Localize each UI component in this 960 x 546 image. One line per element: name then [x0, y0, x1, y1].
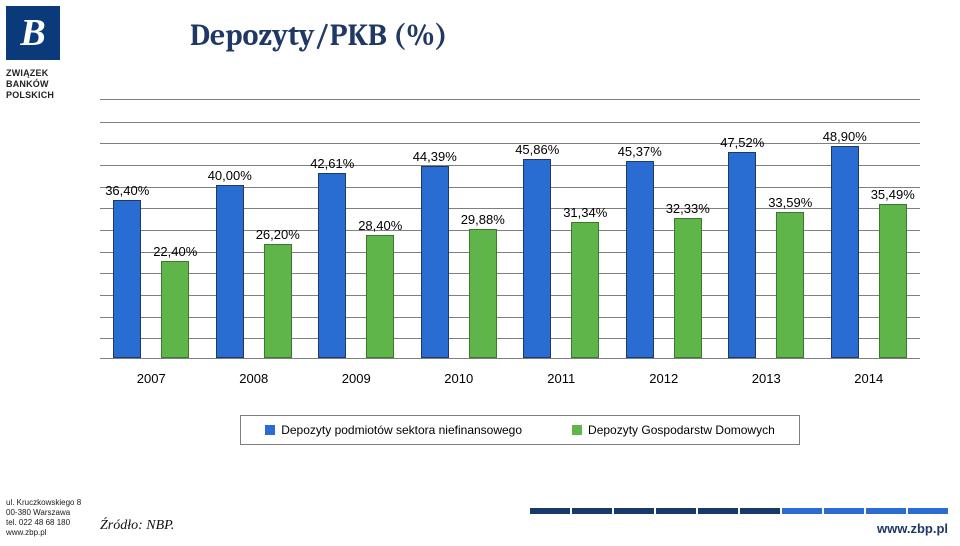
chart-bar-groups: 36,40% 22,40% 40,00% 26,20% 42,61% 28,40% 44,3…	[100, 100, 920, 358]
footer-url: www.zbp.pl	[877, 521, 948, 536]
x-axis-label: 2012	[613, 371, 716, 386]
org-address: ul. Kruczkowskiego 8 00-380 Warszawa tel…	[6, 498, 81, 538]
bar-pair: 40,00% 26,20%	[216, 185, 292, 358]
chart: 36,40% 22,40% 40,00% 26,20% 42,61% 28,40% 44,3…	[100, 85, 920, 445]
bar-group: 42,61% 28,40%	[305, 100, 408, 358]
footer-bar-segment	[908, 508, 948, 514]
x-axis-label: 2010	[408, 371, 511, 386]
bar-value-label: 32,33%	[666, 201, 710, 216]
bar-value-label: 28,40%	[358, 218, 402, 233]
bar-value-label: 45,86%	[515, 142, 559, 157]
bar-value-label: 33,59%	[768, 195, 812, 210]
bar-value-label: 40,00%	[208, 168, 252, 183]
bar-series-2: 22,40%	[161, 261, 189, 358]
org-name-line: POLSKICH	[6, 90, 54, 101]
footer-bar-segment	[740, 508, 780, 514]
footer-bar-segment	[866, 508, 906, 514]
x-axis-label: 2009	[305, 371, 408, 386]
org-address-line: ul. Kruczkowskiego 8	[6, 498, 81, 508]
footer-bar-segment	[572, 508, 612, 514]
page-title: Depozyty/PKB (%)	[190, 18, 447, 53]
bar-pair: 47,52% 33,59%	[728, 152, 804, 358]
legend-swatch	[572, 425, 582, 435]
bar-series-1: 42,61%	[318, 173, 346, 358]
bar-group: 45,86% 31,34%	[510, 100, 613, 358]
source-note: Źródło: NBP.	[100, 518, 174, 534]
bar-series-2: 26,20%	[264, 244, 292, 358]
bar-pair: 45,86% 31,34%	[523, 159, 599, 358]
bar-series-1: 45,86%	[523, 159, 551, 358]
legend-item: Depozyty Gospodarstw Domowych	[572, 423, 775, 437]
footer-bar-segment	[614, 508, 654, 514]
footer-bar-segment	[782, 508, 822, 514]
footer-bar-segment	[530, 508, 570, 514]
bar-series-1: 48,90%	[831, 146, 859, 358]
bar-value-label: 35,49%	[871, 187, 915, 202]
bar-pair: 36,40% 22,40%	[113, 200, 189, 358]
bar-value-label: 48,90%	[823, 129, 867, 144]
bar-series-1: 40,00%	[216, 185, 244, 358]
org-address-line: tel. 022 48 68 180	[6, 518, 81, 528]
bar-value-label: 22,40%	[153, 244, 197, 259]
org-name: ZWIĄZEK BANKÓW POLSKICH	[6, 68, 54, 100]
x-axis-label: 2008	[203, 371, 306, 386]
bar-group: 47,52% 33,59%	[715, 100, 818, 358]
bar-series-2: 28,40%	[366, 235, 394, 358]
bar-group: 45,37% 32,33%	[613, 100, 716, 358]
bar-pair: 42,61% 28,40%	[318, 173, 394, 358]
bar-value-label: 29,88%	[461, 212, 505, 227]
bar-series-2: 31,34%	[571, 222, 599, 358]
bar-value-label: 26,20%	[256, 227, 300, 242]
bar-value-label: 31,34%	[563, 205, 607, 220]
footer-bar-segment	[698, 508, 738, 514]
org-sidebar: B ZWIĄZEK BANKÓW POLSKICH ul. Kruczkowsk…	[0, 0, 90, 546]
x-axis-label: 2011	[510, 371, 613, 386]
bar-series-1: 44,39%	[421, 166, 449, 358]
bar-value-label: 36,40%	[105, 183, 149, 198]
bar-value-label: 47,52%	[720, 135, 764, 150]
org-logo: B	[6, 6, 60, 60]
bar-series-2: 32,33%	[674, 218, 702, 358]
bar-value-label: 45,37%	[618, 144, 662, 159]
bar-series-2: 35,49%	[879, 204, 907, 358]
bar-series-1: 36,40%	[113, 200, 141, 358]
bar-series-2: 33,59%	[776, 212, 804, 358]
legend-swatch	[265, 425, 275, 435]
footer-bar-segment	[656, 508, 696, 514]
bar-pair: 45,37% 32,33%	[626, 161, 702, 358]
bar-group: 36,40% 22,40%	[100, 100, 203, 358]
org-name-line: BANKÓW	[6, 79, 54, 90]
x-axis-label: 2013	[715, 371, 818, 386]
legend-item: Depozyty podmiotów sektora niefinansoweg…	[265, 423, 522, 437]
org-name-line: ZWIĄZEK	[6, 68, 54, 79]
legend-label: Depozyty podmiotów sektora niefinansoweg…	[281, 423, 522, 437]
chart-x-axis: 20072008200920102011201220132014	[100, 371, 920, 386]
bar-series-2: 29,88%	[469, 229, 497, 358]
bar-group: 44,39% 29,88%	[408, 100, 511, 358]
org-logo-letter: B	[20, 14, 45, 52]
bar-group: 48,90% 35,49%	[818, 100, 921, 358]
bar-series-1: 45,37%	[626, 161, 654, 358]
bar-group: 40,00% 26,20%	[203, 100, 306, 358]
x-axis-label: 2007	[100, 371, 203, 386]
org-address-line: 00-380 Warszawa	[6, 508, 81, 518]
bar-pair: 48,90% 35,49%	[831, 146, 907, 358]
org-address-line: www.zbp.pl	[6, 528, 81, 538]
chart-legend: Depozyty podmiotów sektora niefinansoweg…	[240, 415, 800, 445]
footer-bar-segment	[824, 508, 864, 514]
x-axis-label: 2014	[818, 371, 921, 386]
bar-value-label: 42,61%	[310, 156, 354, 171]
bar-pair: 44,39% 29,88%	[421, 166, 497, 358]
chart-plot: 36,40% 22,40% 40,00% 26,20% 42,61% 28,40% 44,3…	[100, 99, 920, 359]
legend-label: Depozyty Gospodarstw Domowych	[588, 423, 775, 437]
bar-value-label: 44,39%	[413, 149, 457, 164]
footer-color-bar	[530, 508, 950, 514]
bar-series-1: 47,52%	[728, 152, 756, 358]
